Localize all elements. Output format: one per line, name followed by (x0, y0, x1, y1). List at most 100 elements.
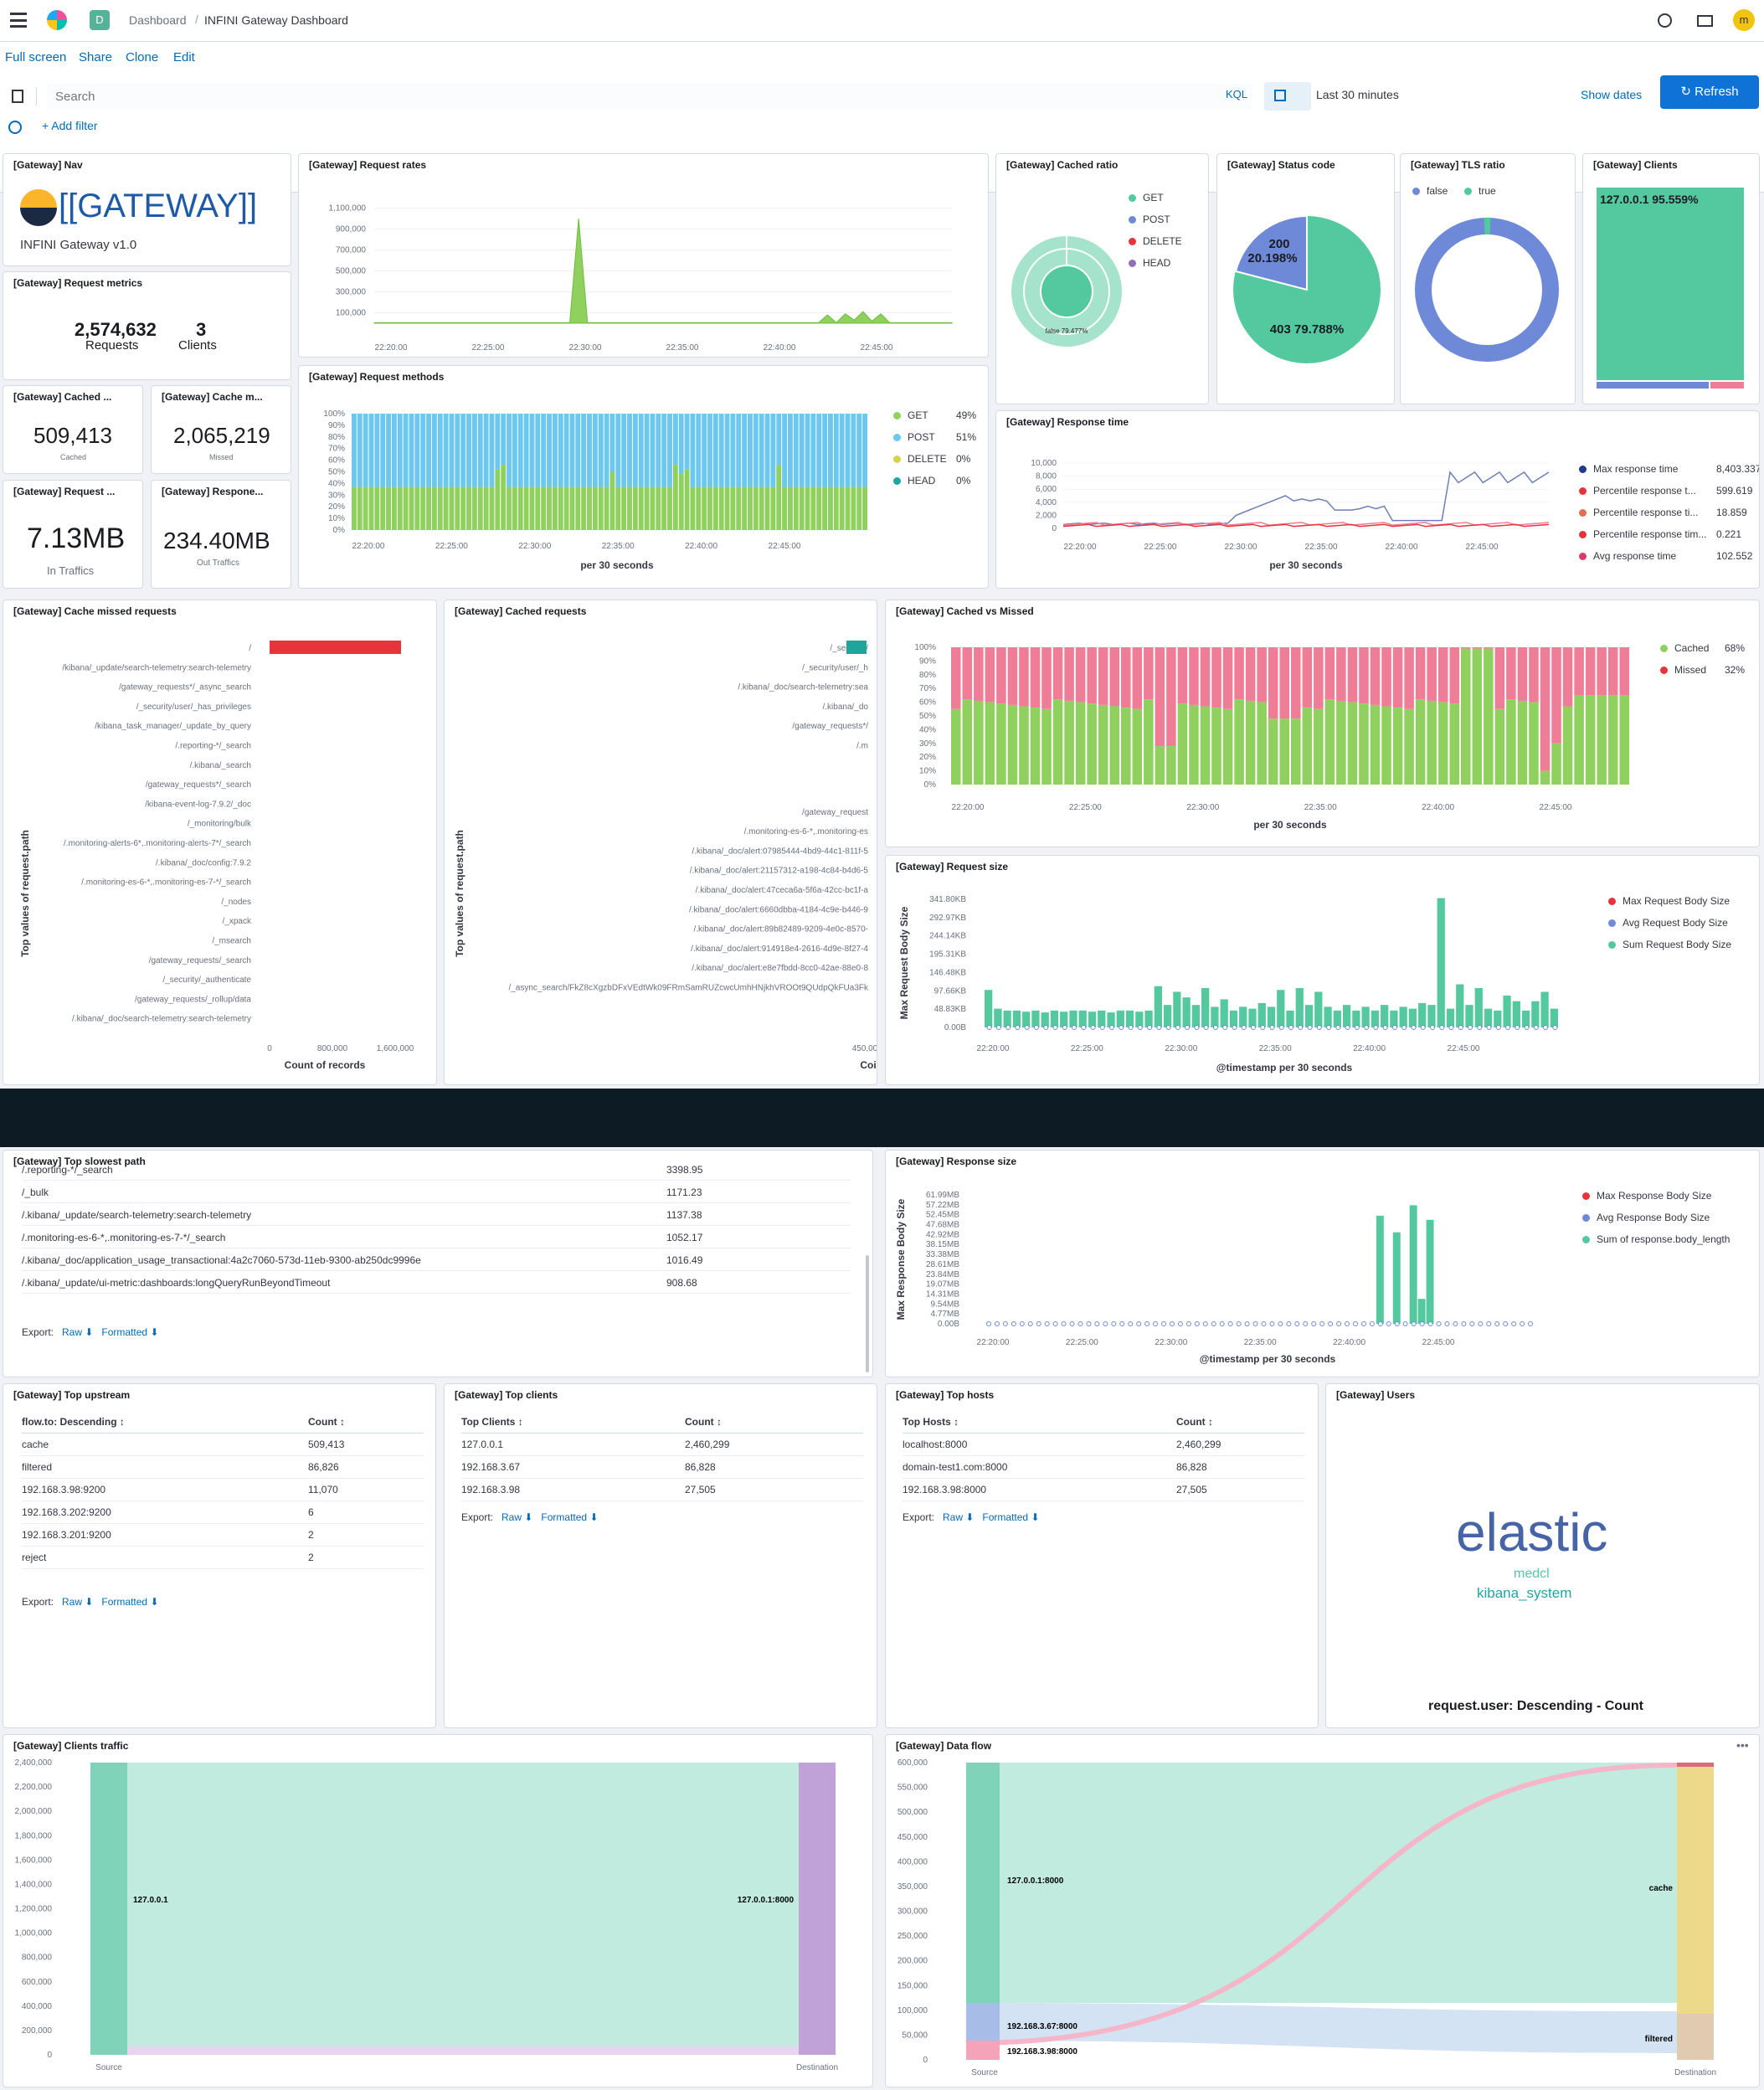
legend-item[interactable]: Percentile response tim... (1579, 528, 1706, 540)
full-screen-link[interactable]: Full screen (5, 50, 67, 64)
cached-bar (985, 702, 995, 785)
legend-item[interactable]: HEAD (893, 475, 935, 486)
export-raw-link[interactable]: Raw ⬇ (943, 1511, 975, 1523)
path-label: /_async_search/FkZ8cXgzbDFxVEdtWk09FRmSa… (508, 984, 869, 993)
size-bar (1550, 1008, 1558, 1027)
legend-item[interactable]: Sum of response.body_length (1582, 1233, 1730, 1245)
get-bar (712, 486, 718, 530)
flow-band-small (90, 2046, 800, 2055)
table-cell: cache (22, 1433, 308, 1456)
legend-item[interactable]: Max Response Body Size (1582, 1190, 1711, 1202)
scrollbar[interactable] (866, 1255, 869, 1372)
help-icon[interactable] (1658, 13, 1672, 28)
show-dates-link[interactable]: Show dates (1581, 88, 1643, 101)
client-tile-other-1[interactable] (1597, 382, 1709, 389)
y-tick: 195.31KB (929, 950, 966, 960)
legend-item[interactable]: Max response time (1579, 463, 1678, 475)
size-bar (1371, 1010, 1380, 1027)
legend-delete[interactable]: DELETE (1129, 235, 1182, 247)
refresh-button[interactable]: ↻ Refresh (1660, 75, 1759, 109)
legend-true[interactable]: true (1464, 185, 1496, 197)
panel-title: [Gateway] Cached vs Missed (896, 605, 1034, 617)
size-bar (1456, 984, 1464, 1027)
time-range[interactable]: Last 30 minutes (1316, 88, 1399, 101)
tag-kibana-system[interactable]: kibana_system (1477, 1585, 1572, 1601)
export-formatted-link[interactable]: Formatted ⬇ (101, 1326, 159, 1338)
post-bar (547, 414, 552, 487)
legend-item[interactable]: Percentile response t... (1579, 485, 1696, 497)
cached-bar (1359, 703, 1369, 785)
mail-icon[interactable] (1697, 15, 1713, 27)
export-formatted-link[interactable]: Formatted ⬇ (982, 1511, 1040, 1523)
legend-item[interactable]: Avg Response Body Size (1582, 1212, 1710, 1223)
row-divider (22, 1293, 851, 1294)
avg-point (1227, 1321, 1233, 1326)
post-bar (552, 414, 558, 487)
legend-get[interactable]: GET (1129, 192, 1164, 203)
client-tile-other-2[interactable] (1710, 382, 1744, 389)
edit-link[interactable]: Edit (173, 50, 195, 64)
tag-elastic[interactable]: elastic (1456, 1502, 1608, 1562)
kql-toggle[interactable]: KQL (1226, 88, 1248, 100)
legend-item[interactable]: Avg response time (1579, 550, 1676, 562)
size-bar (1333, 1010, 1341, 1027)
legend-item[interactable]: Avg Request Body Size (1608, 917, 1728, 929)
share-link[interactable]: Share (79, 50, 113, 64)
missed-bar (1619, 647, 1629, 696)
search-input[interactable] (47, 84, 1252, 109)
hosts-table: Top Hosts ↕ Count ↕ localhost:8000 2,460,29… (903, 1411, 1304, 1501)
panel-title: [Gateway] Cached ... (13, 391, 112, 403)
clone-link[interactable]: Clone (126, 50, 159, 64)
client-tile-127[interactable] (1597, 188, 1744, 380)
legend-item[interactable]: Cached (1660, 642, 1709, 654)
user-avatar[interactable]: m (1733, 9, 1755, 31)
avg-point (1109, 1025, 1115, 1030)
post-bar (489, 414, 495, 487)
legend-item[interactable]: Max Request Body Size (1608, 895, 1730, 907)
column-header[interactable]: Count ↕ (308, 1411, 424, 1434)
destination-axis-label: Destination (1674, 2068, 1716, 2077)
menu-icon[interactable] (10, 13, 27, 28)
export-formatted-link[interactable]: Formatted ⬇ (541, 1511, 599, 1523)
legend-item[interactable]: DELETE (893, 453, 947, 465)
size-bar (1191, 1005, 1201, 1027)
column-header[interactable]: Count ↕ (1176, 1411, 1304, 1434)
export-raw-link[interactable]: Raw ⬇ (62, 1596, 94, 1608)
legend-false[interactable]: false (1412, 185, 1448, 197)
cached-ratio-inner (1041, 266, 1092, 317)
table-cell: 2,460,299 (685, 1433, 863, 1456)
export-raw-link[interactable]: Raw ⬇ (501, 1511, 533, 1523)
post-bar (443, 414, 449, 487)
tag-medcl[interactable]: medcl (1514, 1567, 1550, 1581)
y-tick: 0.00B (938, 1320, 959, 1329)
app-badge[interactable]: D (90, 10, 110, 30)
avg-point (1111, 1321, 1117, 1326)
legend-post[interactable]: POST (1129, 214, 1170, 225)
column-header[interactable]: Count ↕ (685, 1411, 863, 1434)
kibana-logo-icon[interactable] (47, 10, 67, 30)
column-header[interactable]: flow.to: Descending ↕ (22, 1411, 308, 1434)
legend-item[interactable]: Sum Request Body Size (1608, 939, 1731, 950)
avg-point (1458, 1025, 1463, 1030)
calendar-icon[interactable] (1264, 82, 1311, 111)
column-header[interactable]: Top Clients ↕ (461, 1411, 685, 1434)
breadcrumb-dashboard[interactable]: Dashboard (129, 13, 187, 27)
add-filter-link[interactable]: + Add filter (42, 119, 98, 132)
missed-bar (1562, 647, 1573, 707)
export-formatted-link[interactable]: Formatted ⬇ (101, 1596, 159, 1608)
avg-point (1165, 1025, 1171, 1030)
resp-size-x-tick: 22:30:00 (1155, 1338, 1187, 1347)
legend-item[interactable]: Percentile response ti... (1579, 507, 1698, 518)
export-raw-link[interactable]: Raw ⬇ (62, 1326, 94, 1338)
get-bar (753, 486, 759, 530)
panel-menu-icon[interactable]: ••• (1736, 1738, 1749, 1752)
size-bar (1003, 1010, 1011, 1027)
legend-item[interactable]: Missed (1660, 664, 1706, 676)
legend-label: Max Response Body Size (1597, 1190, 1712, 1202)
column-header[interactable]: Top Hosts ↕ (903, 1411, 1176, 1434)
legend-item[interactable]: GET (893, 409, 928, 421)
saved-query-icon[interactable] (12, 87, 37, 106)
legend-item[interactable]: POST (893, 431, 935, 443)
filter-settings-icon[interactable] (8, 121, 22, 134)
legend-head[interactable]: HEAD (1129, 257, 1170, 269)
